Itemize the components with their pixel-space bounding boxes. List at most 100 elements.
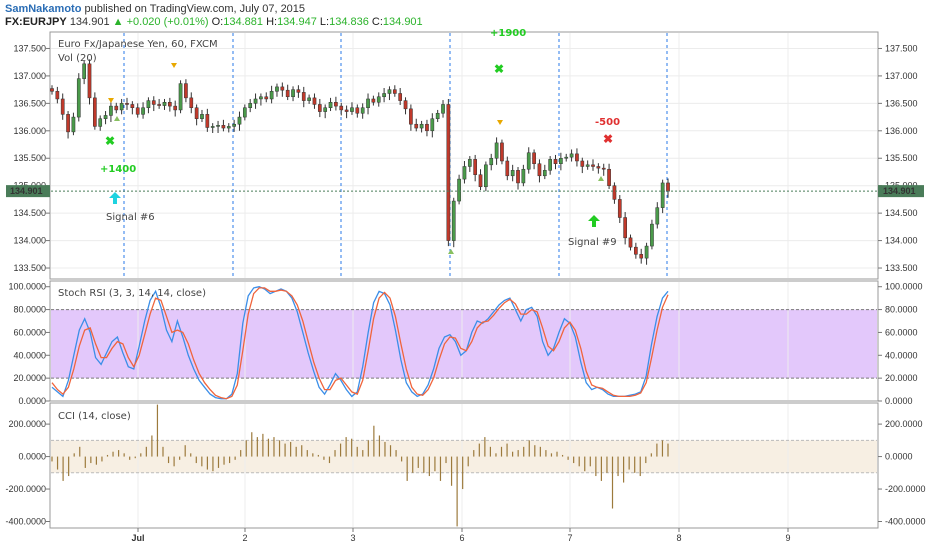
y-tick-label-left: 137.000 [13,71,46,81]
candle-body [446,104,451,241]
candle-body [425,123,429,132]
y-tick-label-right: 100.0000 [885,282,923,292]
candle-body [623,217,627,239]
candle-body [307,97,311,101]
signal-triangle-icon [448,249,454,254]
candle-body [585,164,590,167]
x-tick-label: 2 [242,533,247,543]
candle-body [130,104,135,108]
buy-exit-marker-icon: ✖ [494,62,504,76]
candle-body [194,107,199,119]
change-value: +0.020 (+0.01%) [126,16,209,28]
candle-body [516,170,520,184]
candle-body [178,83,183,111]
y-tick-label-right: 0.0000 [885,396,913,406]
y-tick-label-left: 137.500 [13,43,46,53]
candle-body [628,237,633,248]
y-tick-label-right: -400.0000 [885,517,926,527]
candle-body [355,107,360,114]
candle-body [87,63,92,99]
sell-exit-marker-icon: ✖ [603,132,613,146]
candle-body [264,96,269,100]
candle-body [403,100,408,110]
author-link[interactable]: SamNakamoto [5,3,82,15]
price-pane[interactable] [49,31,879,280]
candle-body [548,159,552,171]
y-tick-label-left: 40.0000 [13,350,46,360]
candle-body [478,174,483,188]
y-tick-label-right: 0.0000 [885,452,913,462]
cci-band [51,440,877,473]
signal-triangle-icon [497,120,503,125]
y-tick-label-right: -200.0000 [885,484,926,494]
candle-body [173,105,178,111]
candle-body [232,123,236,127]
y-tick-label-left: 136.000 [13,126,46,136]
y-tick-label-right: 60.0000 [885,327,918,337]
x-tick-label: 7 [567,533,572,543]
candle-body [141,107,145,115]
open-label: O: [211,16,224,28]
candle-body [462,166,467,180]
candle-body [275,86,279,92]
y-tick-label-left: 136.500 [13,98,46,108]
y-tick-label-right: 200.0000 [885,419,923,429]
last-price-tag-right [878,185,924,198]
symbol-label[interactable]: FX:EURJPY [5,16,67,28]
loss-label-500: -500 [595,117,620,128]
cci-title: CCI (14, close) [58,411,131,422]
y-tick-label-right: 137.500 [885,43,918,53]
candle-body [655,207,660,225]
candle-body [526,152,531,170]
candle-body [435,112,440,119]
candle-body [451,200,456,241]
grid [51,33,877,527]
close-value: 134.901 [382,16,423,28]
candle-body [660,182,665,208]
candle-body [259,96,263,100]
candle-body [414,123,419,129]
x-tick-label: 8 [676,533,681,543]
candles [50,59,670,265]
candle-body [494,142,499,159]
high-label: H: [266,16,278,28]
candle-body [285,89,290,98]
candle-body [66,114,70,133]
candle-body [328,102,333,108]
candle-body [334,102,338,107]
candle-body [168,102,172,107]
candle-body [82,63,86,79]
chart-header: SamNakamoto published on TradingView.com… [0,0,932,30]
candle-body [398,93,403,101]
candle-body [350,107,354,112]
cci-pane[interactable] [49,402,879,529]
candle-body [564,156,569,159]
publish-line: SamNakamoto published on TradingView.com… [5,3,305,15]
candle-body [559,157,563,164]
candle-body [553,159,558,164]
candle-body [189,97,194,108]
x-tick-label: 6 [459,533,464,543]
y-tick-label-right: 136.500 [885,98,918,108]
candle-body [184,83,188,99]
candle-body [296,89,301,93]
candle-body [601,167,606,170]
candle-body [301,92,306,101]
signal-annotations: +1400 Signal #6 +1900 -500 Signal #9 ✖ ✖… [100,28,620,254]
candle-body [569,153,574,158]
y-tick-label-left: 100.0000 [8,282,46,292]
candle-body [210,126,215,128]
open-value: 134.881 [223,16,263,28]
candle-body [371,98,376,103]
candle-body [280,86,285,91]
stoch-pane[interactable] [49,280,879,402]
y-tick-label-left: 60.0000 [13,327,46,337]
y-tick-label-left: 135.500 [13,153,46,163]
candle-body [291,89,295,98]
candle-body [634,246,638,255]
candle-body [103,115,108,119]
profit-label-1900: +1900 [490,28,526,39]
candle-body [607,168,611,186]
y-tick-label-right: 133.500 [885,263,918,273]
